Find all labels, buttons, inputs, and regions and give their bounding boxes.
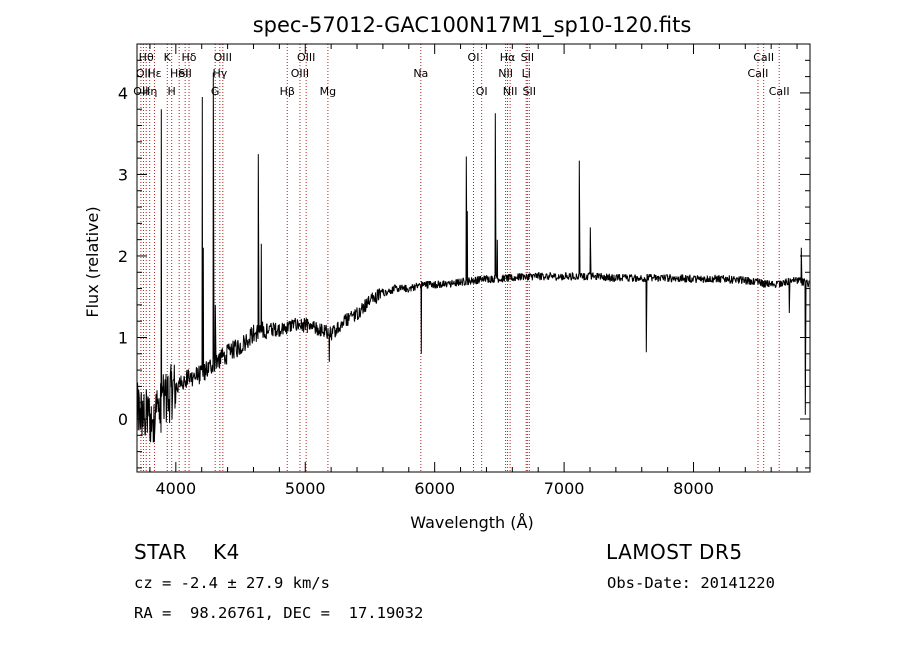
y-tick-label: 0 xyxy=(118,410,128,429)
x-tick-label: 4000 xyxy=(155,479,196,498)
object-subclass: K4 xyxy=(213,540,240,564)
x-tick-label: 6000 xyxy=(414,479,455,498)
object-class: STAR xyxy=(134,540,187,564)
spectral-line-label: Hα xyxy=(500,51,516,64)
spectral-line-label: HeI xyxy=(170,67,188,80)
spectral-line-label: Li xyxy=(522,67,531,80)
spectrum-line xyxy=(136,72,810,443)
spectral-line-label: OII xyxy=(136,67,151,80)
y-tick-label: 2 xyxy=(118,247,128,266)
redshift-velocity: cz = -2.4 ± 27.9 km/s xyxy=(134,574,330,592)
spectrum-series xyxy=(136,72,810,443)
y-tick-label: 3 xyxy=(118,165,128,184)
spectral-line-label: Hδ xyxy=(182,51,197,64)
y-tick-label: 4 xyxy=(118,84,128,103)
spectral-line-label: NII xyxy=(498,67,513,80)
axis-ticks: 4000 5000 6000 7000 8000 0 1 2 3 4 xyxy=(118,43,810,498)
spectral-line-label: K xyxy=(164,51,172,64)
spectral-line-label: Hθ xyxy=(139,51,154,64)
spectral-line-label: CaII xyxy=(753,51,774,64)
spectral-line-label: Hη xyxy=(142,85,157,98)
spectral-line-label: Hγ xyxy=(212,67,227,80)
spectral-line-label: CaII xyxy=(769,85,790,98)
chart-title: spec-57012-GAC100N17M1_sp10-120.fits xyxy=(253,13,692,38)
spectral-line-label: SII xyxy=(521,51,534,64)
spectral-line-label: Hε xyxy=(147,67,161,80)
survey-release: LAMOST DR5 xyxy=(606,540,743,564)
spectral-line-label: Na xyxy=(413,67,428,80)
spectral-line-label: OII xyxy=(133,85,148,98)
spectral-line-labels: OIIOIIHθHηHεKHHeISIIHδGHγOIIIHβOIIIOIIIM… xyxy=(133,51,789,98)
sky-coordinates: RA = 98.26761, DEC = 17.19032 xyxy=(134,604,424,622)
spectral-line-label: Hβ xyxy=(280,85,295,98)
spectral-line-label: OI xyxy=(476,85,488,98)
spectral-line-label: CaII xyxy=(748,67,769,80)
spectral-line-label: OIII xyxy=(297,51,315,64)
spectral-line-label: OIII xyxy=(291,67,309,80)
spectral-line-label: SII xyxy=(178,67,191,80)
plot-frame xyxy=(136,43,811,473)
observation-date: Obs-Date: 20141220 xyxy=(607,574,775,592)
spectral-line-label: SII xyxy=(523,85,536,98)
spectral-line-label: NII xyxy=(503,85,518,98)
spectral-line-label: OIII xyxy=(214,51,232,64)
spectral-line-label: H xyxy=(168,85,176,98)
y-tick-label: 1 xyxy=(118,328,128,347)
x-axis-label: Wavelength (Å) xyxy=(410,513,533,532)
spectral-line-markers xyxy=(140,44,780,472)
spectral-line-label: Mg xyxy=(320,85,336,98)
x-tick-label: 8000 xyxy=(673,479,714,498)
spectral-line-label: OI xyxy=(468,51,480,64)
y-axis-label: Flux (relative) xyxy=(83,206,102,317)
spectral-line-label: G xyxy=(211,85,220,98)
x-tick-label: 5000 xyxy=(285,479,326,498)
x-tick-label: 7000 xyxy=(544,479,585,498)
